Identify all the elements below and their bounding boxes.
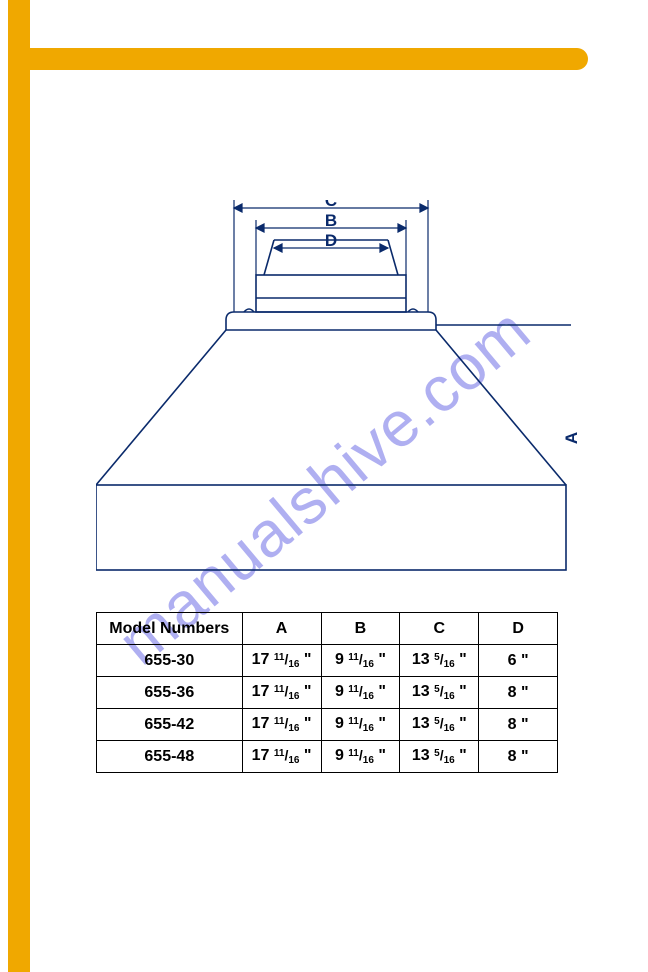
page-border-top (8, 48, 588, 70)
dim-label-b: B (325, 211, 337, 230)
table-row: 655-3617 11/16 "9 11/16 "13 5/16 "8 " (97, 677, 558, 709)
page-border-left (8, 0, 30, 972)
cell-model: 655-30 (97, 645, 243, 677)
table-header-row: Model Numbers A B C D (97, 613, 558, 645)
cell-b: 9 11/16 " (321, 677, 400, 709)
cell-c: 13 5/16 " (400, 677, 479, 709)
technical-diagram: C B D (96, 200, 571, 590)
cell-d: 6 " (479, 645, 558, 677)
hood-diagram-svg: C B D (96, 200, 571, 590)
col-c: C (400, 613, 479, 645)
cell-d: 8 " (479, 741, 558, 773)
dim-label-d: D (325, 231, 337, 250)
cell-b: 9 11/16 " (321, 741, 400, 773)
table-row: 655-4817 11/16 "9 11/16 "13 5/16 "8 " (97, 741, 558, 773)
cell-model: 655-36 (97, 677, 243, 709)
col-a: A (242, 613, 321, 645)
cell-c: 13 5/16 " (400, 645, 479, 677)
cell-c: 13 5/16 " (400, 709, 479, 741)
cell-d: 8 " (479, 677, 558, 709)
cell-d: 8 " (479, 709, 558, 741)
cell-a: 17 11/16 " (242, 741, 321, 773)
col-model: Model Numbers (97, 613, 243, 645)
cell-b: 9 11/16 " (321, 645, 400, 677)
col-b: B (321, 613, 400, 645)
cell-model: 655-42 (97, 709, 243, 741)
cell-a: 17 11/16 " (242, 709, 321, 741)
cell-b: 9 11/16 " (321, 709, 400, 741)
dimensions-table: Model Numbers A B C D 655-3017 11/16 "9 … (96, 612, 558, 773)
col-d: D (479, 613, 558, 645)
cell-c: 13 5/16 " (400, 741, 479, 773)
table-row: 655-3017 11/16 "9 11/16 "13 5/16 "6 " (97, 645, 558, 677)
cell-a: 17 11/16 " (242, 677, 321, 709)
dim-label-a: A (562, 432, 582, 444)
dim-label-c: C (325, 200, 337, 210)
cell-model: 655-48 (97, 741, 243, 773)
cell-a: 17 11/16 " (242, 645, 321, 677)
table-row: 655-4217 11/16 "9 11/16 "13 5/16 "8 " (97, 709, 558, 741)
table-body: 655-3017 11/16 "9 11/16 "13 5/16 "6 "655… (97, 645, 558, 773)
